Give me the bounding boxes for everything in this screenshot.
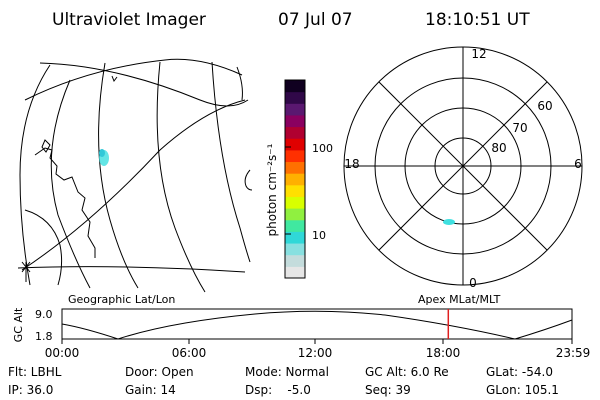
colorbar-segment xyxy=(285,254,305,267)
observation-time: 18:10:51 UT xyxy=(425,10,530,30)
mlat-label-70: 70 xyxy=(512,121,527,135)
map-grid-line xyxy=(211,61,251,263)
door-readout: Door: Open xyxy=(125,365,194,379)
geographic-map-panel xyxy=(17,58,253,293)
aurora-emission xyxy=(443,219,455,225)
colorbar-segment xyxy=(285,126,305,139)
colorbar xyxy=(285,80,305,279)
colorbar-segment xyxy=(285,219,305,232)
colorbar-segment xyxy=(285,184,305,197)
glat-readout: GLat: -54.0 xyxy=(486,365,553,379)
dsp-readout: Dsp: -5.0 xyxy=(245,383,311,397)
seq-readout: Seq: 39 xyxy=(365,383,411,397)
colorbar-unit-label: photon cm⁻²s⁻¹ xyxy=(265,143,279,236)
mlt-label-12: 12 xyxy=(471,47,486,61)
map-grid-line xyxy=(156,61,206,293)
map-grid-line xyxy=(24,209,63,286)
time-tick-label: 12:00 xyxy=(298,346,333,360)
gc-alt-readout: GC Alt: 6.0 Re xyxy=(365,365,449,379)
colorbar-segment xyxy=(285,266,305,279)
mode-readout: Mode: Normal xyxy=(245,365,329,379)
aurora-emission xyxy=(99,149,105,157)
colorbar-segment xyxy=(285,80,305,93)
mlt-label-0: 0 xyxy=(469,276,477,290)
coastline xyxy=(41,139,51,153)
gain-readout: Gain: 14 xyxy=(125,383,176,397)
mlat-label-80: 80 xyxy=(491,141,506,155)
map-grid-line xyxy=(244,169,253,191)
ip-readout: IP: 36.0 xyxy=(8,383,53,397)
colorbar-segment xyxy=(285,103,305,116)
mlt-label-6: 6 xyxy=(574,157,582,171)
colorbar-segment xyxy=(285,161,305,174)
altitude-curve xyxy=(61,310,573,340)
map-grid-line xyxy=(24,58,243,101)
map-grid-line xyxy=(236,66,243,101)
colorbar-segment xyxy=(285,114,305,128)
time-tick-label: 00:00 xyxy=(45,346,80,360)
observation-date: 07 Jul 07 xyxy=(278,10,353,30)
instrument-title: Ultraviolet Imager xyxy=(52,10,206,30)
timeline-ylabel: GC Alt xyxy=(12,307,25,342)
map-grid-line xyxy=(39,62,249,107)
map-grid-line xyxy=(17,266,246,273)
colorbar-segment xyxy=(285,173,305,186)
map-grid-line xyxy=(111,75,118,83)
timeline-ymin: 1.8 xyxy=(35,330,53,343)
colorbar-tick-label: 10 xyxy=(312,229,326,242)
time-tick-label: 06:00 xyxy=(172,346,207,360)
filter-readout: Flt: LBHL xyxy=(8,365,62,379)
colorbar-segment xyxy=(285,196,305,209)
time-tick-label: 18:00 xyxy=(426,346,461,360)
colorbar-segment xyxy=(285,138,305,151)
polar-plot xyxy=(343,46,583,286)
colorbar-segment xyxy=(285,149,305,163)
coastline xyxy=(34,147,96,258)
timeline-right-label: Apex MLat/MLT xyxy=(418,293,501,306)
map-grid-line xyxy=(50,79,91,289)
timeline-left-label: Geographic Lat/Lon xyxy=(68,293,175,306)
time-tick-label: 23:59 xyxy=(556,346,591,360)
colorbar-segment xyxy=(285,91,305,104)
colorbar-segment xyxy=(285,243,305,256)
colorbar-segment xyxy=(285,208,305,221)
timeline-ymax: 9.0 xyxy=(35,308,53,321)
mlt-label-18: 18 xyxy=(344,157,359,171)
polar-axis xyxy=(378,81,548,251)
map-grid-line xyxy=(21,261,31,282)
map-grid-line xyxy=(19,64,51,286)
map-grid-line xyxy=(98,62,139,289)
colorbar-tick-label: 100 xyxy=(312,142,333,155)
glon-readout: GLon: 105.1 xyxy=(486,383,559,397)
colorbar-frame xyxy=(284,79,306,279)
colorbar-segment xyxy=(285,231,305,244)
mlat-label-60: 60 xyxy=(537,99,552,113)
